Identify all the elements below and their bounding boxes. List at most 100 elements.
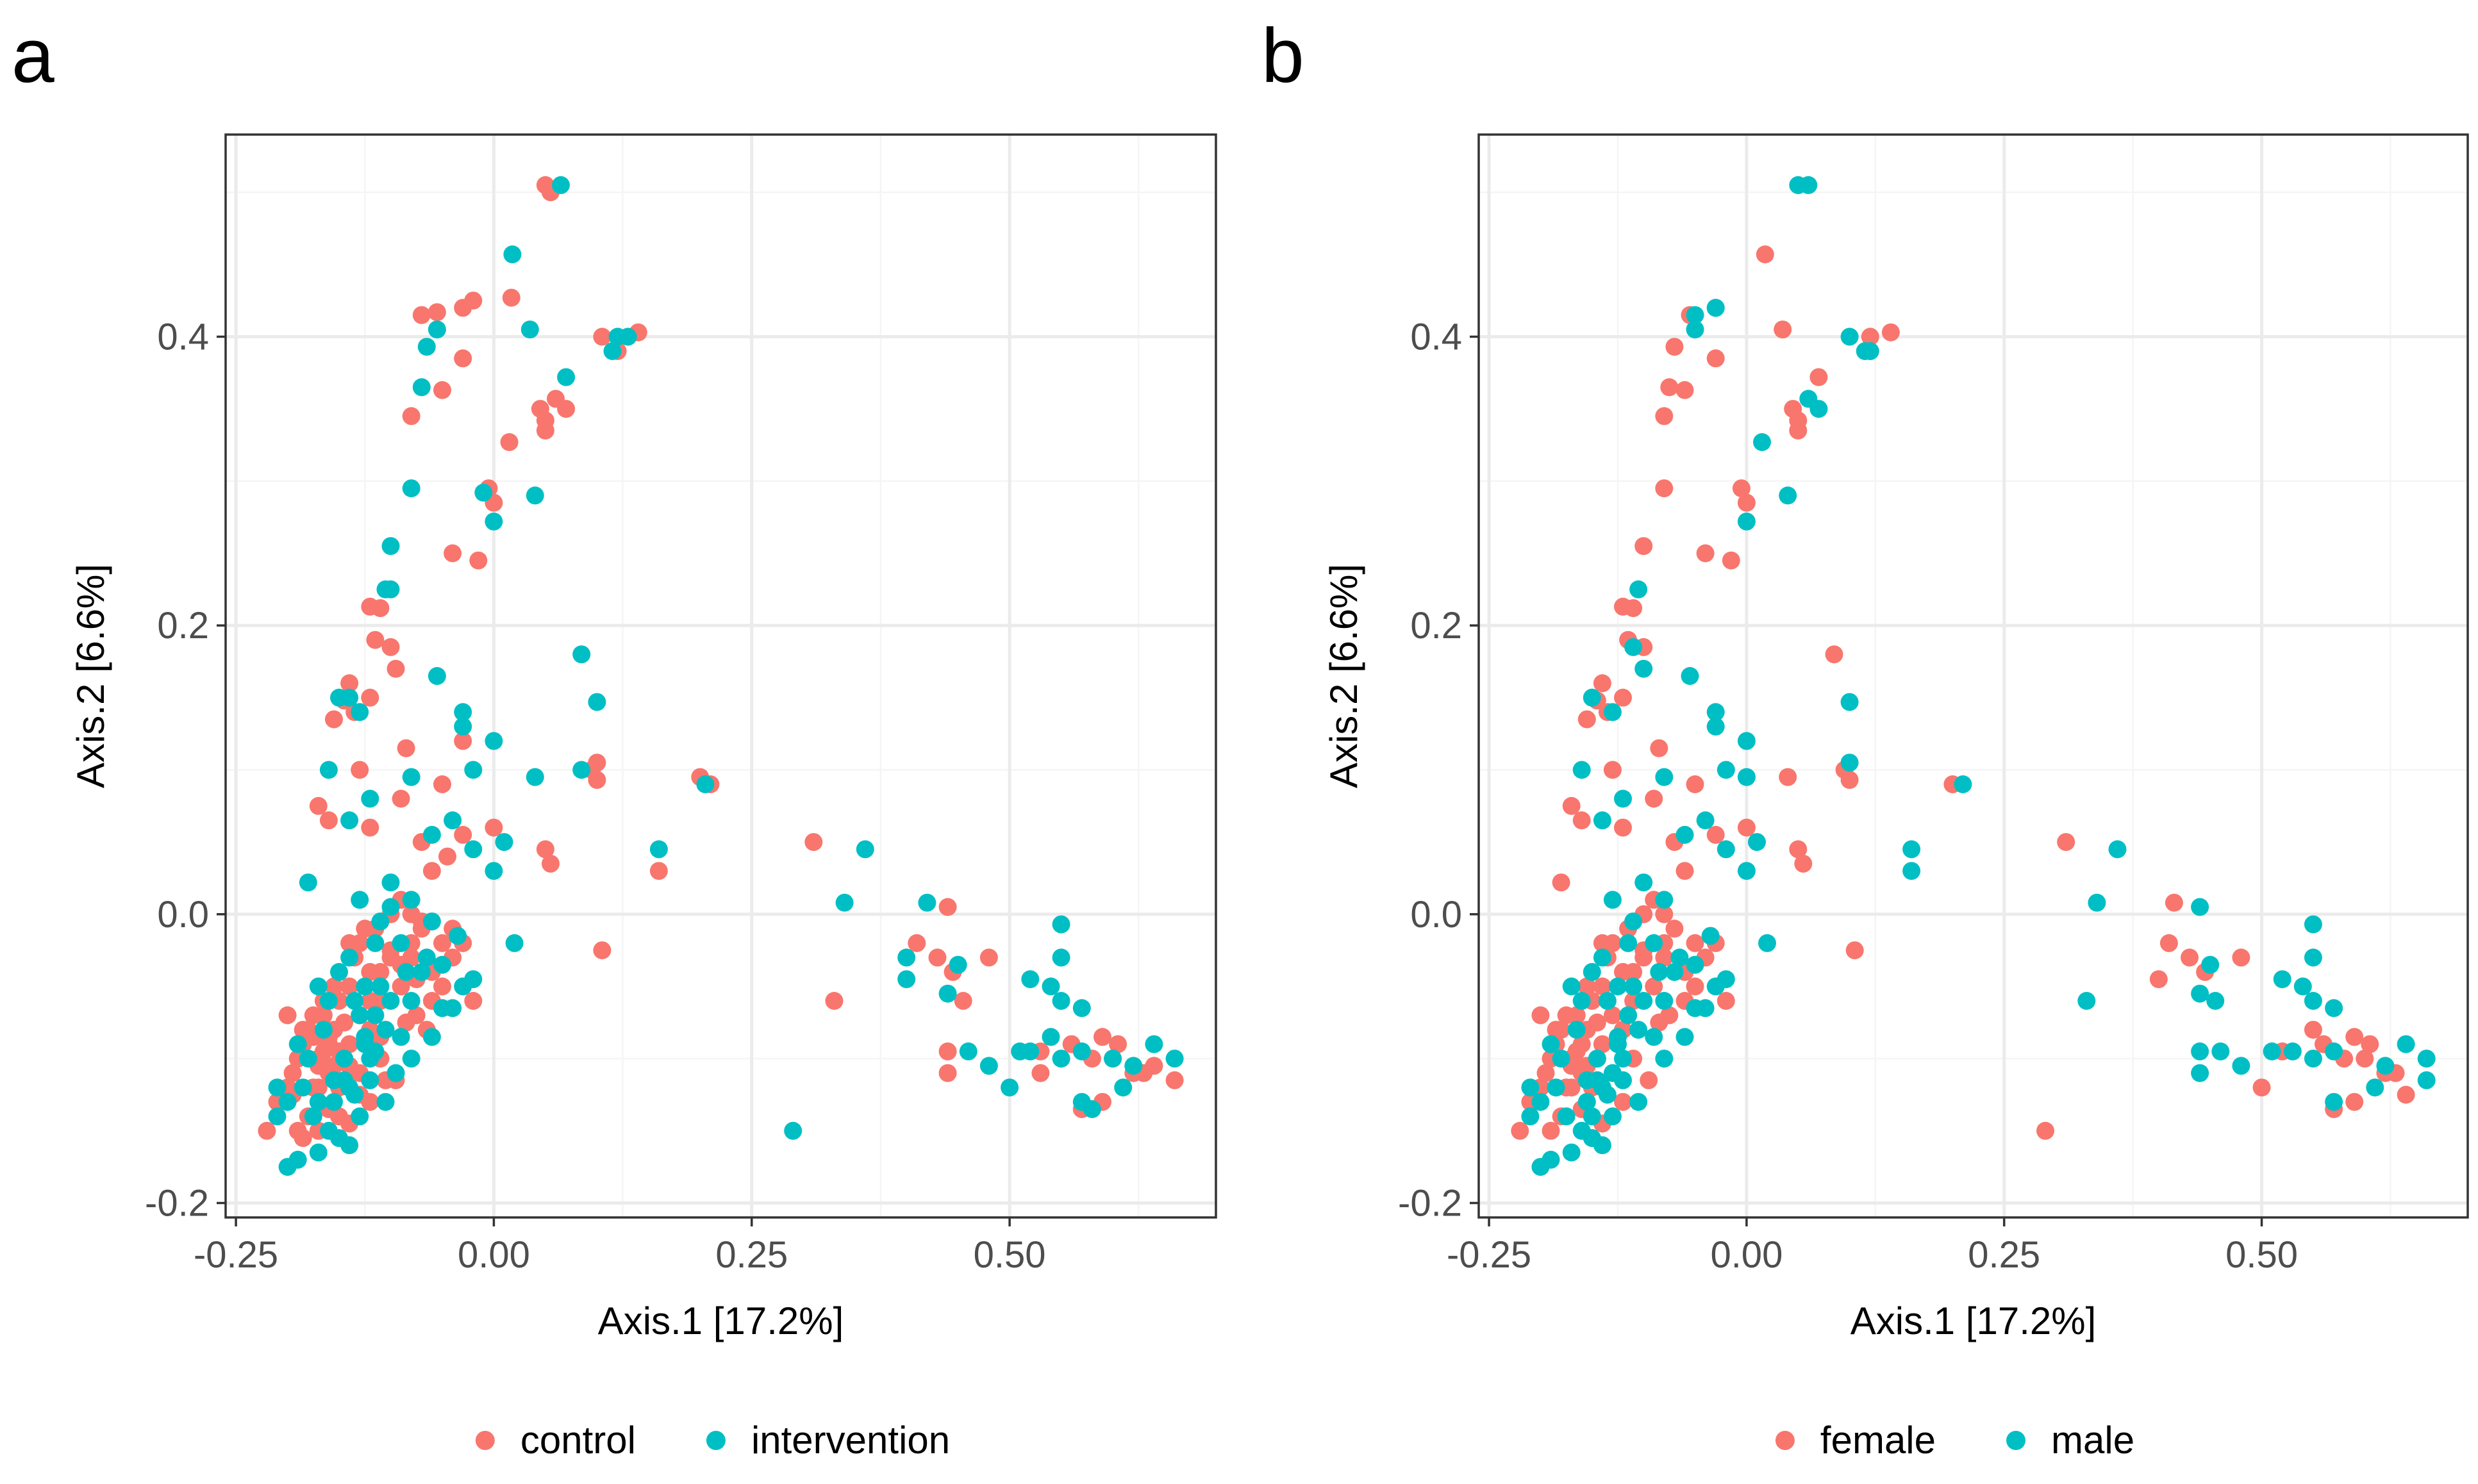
point-male: [2304, 948, 2322, 966]
point-intervention: [939, 985, 957, 1003]
point-male: [1707, 299, 1725, 317]
point-intervention: [1145, 1035, 1163, 1053]
point-female: [1825, 645, 1843, 663]
point-female: [1640, 1071, 1658, 1089]
point-male: [2284, 1043, 2302, 1060]
point-female: [1756, 245, 1774, 263]
point-intervention: [382, 992, 400, 1010]
point-male: [1619, 934, 1637, 952]
point-male: [1563, 1144, 1581, 1162]
point-intervention: [696, 775, 714, 793]
point-male: [1779, 486, 1797, 504]
point-male: [1738, 513, 1756, 531]
point-female: [1676, 862, 1694, 880]
point-control: [366, 631, 384, 649]
point-intervention: [856, 840, 874, 858]
point-male: [2304, 992, 2322, 1010]
panel-b-y-tick-label: -0.2: [1398, 1182, 1462, 1224]
point-control: [294, 1129, 312, 1147]
point-intervention: [310, 1144, 328, 1162]
point-intervention: [310, 978, 328, 996]
legend-label-intervention: intervention: [751, 1419, 950, 1462]
point-intervention: [1052, 948, 1070, 966]
legend-label-male: male: [2051, 1419, 2134, 1462]
point-control: [1166, 1071, 1184, 1089]
point-intervention: [351, 1107, 369, 1125]
point-intervention: [356, 1028, 374, 1046]
point-control: [403, 407, 420, 425]
legend-dot-intervention: [706, 1431, 726, 1450]
point-control: [351, 761, 369, 779]
panel-b-letter: b: [1261, 13, 1304, 99]
point-male: [1681, 667, 1699, 685]
point-female: [1563, 797, 1581, 815]
point-intervention: [1104, 1050, 1122, 1068]
panel-b-x-tick-label: -0.25: [1447, 1234, 1531, 1276]
panel-a-x-tick-label: 0.25: [715, 1234, 788, 1276]
point-intervention: [1073, 1043, 1091, 1060]
point-intervention: [485, 513, 503, 531]
point-control: [536, 422, 554, 440]
point-female: [1738, 494, 1756, 512]
point-intervention: [418, 948, 436, 966]
point-intervention: [836, 894, 854, 912]
panel-a-y-tick-label: 0.4: [157, 316, 209, 358]
point-male: [1702, 927, 1720, 945]
point-intervention: [506, 934, 524, 952]
point-intervention: [485, 862, 503, 880]
point-male: [1634, 992, 1652, 1010]
point-male: [1583, 1107, 1601, 1125]
panel-b-y-tick-label: 0.0: [1410, 894, 1462, 936]
point-intervention: [382, 898, 400, 916]
point-male: [1583, 963, 1601, 981]
point-intervention: [325, 1071, 343, 1089]
point-control: [954, 992, 972, 1010]
point-intervention: [464, 761, 482, 779]
point-female: [1722, 552, 1740, 570]
point-intervention: [335, 1050, 353, 1068]
point-male: [2376, 1057, 2394, 1075]
point-female: [1779, 768, 1797, 786]
point-male: [1758, 934, 1776, 952]
point-intervention: [619, 328, 637, 346]
point-male: [1552, 1050, 1570, 1068]
point-female: [2304, 1021, 2322, 1039]
point-male: [1573, 761, 1591, 779]
point-female: [1686, 978, 1704, 996]
point-intervention: [351, 703, 369, 721]
point-control: [444, 545, 462, 563]
point-female: [1604, 761, 1622, 779]
point-male: [1629, 1021, 1647, 1039]
point-control: [454, 826, 472, 844]
point-control: [1093, 1028, 1111, 1046]
point-intervention: [320, 992, 338, 1010]
legend-label-female: female: [1820, 1419, 1936, 1462]
point-control: [361, 819, 379, 837]
panel-b-y-axis-title: Axis.2 [6.6%]: [1322, 564, 1365, 788]
point-male: [1697, 811, 1715, 829]
point-intervention: [351, 891, 369, 909]
point-male: [1634, 660, 1652, 678]
point-male: [2088, 894, 2106, 912]
point-control: [310, 797, 328, 815]
point-intervention: [269, 1107, 287, 1125]
point-control: [320, 811, 338, 829]
point-male: [2397, 1035, 2415, 1053]
point-control: [650, 862, 668, 880]
point-male: [1799, 176, 1817, 194]
point-intervention: [1042, 978, 1060, 996]
panel-a-x-axis-title: Axis.1 [17.2%]: [598, 1299, 844, 1342]
point-male: [2211, 1043, 2229, 1060]
point-intervention: [366, 1043, 384, 1060]
point-male: [1614, 1050, 1632, 1068]
point-female: [2181, 948, 2199, 966]
point-male: [1604, 1107, 1622, 1125]
point-female: [2345, 1093, 2363, 1111]
point-control: [325, 711, 343, 729]
point-intervention: [784, 1122, 802, 1140]
point-female: [1882, 324, 1900, 342]
point-female: [2160, 934, 2178, 952]
point-intervention: [960, 1043, 977, 1060]
point-intervention: [495, 833, 513, 851]
point-control: [593, 941, 611, 959]
